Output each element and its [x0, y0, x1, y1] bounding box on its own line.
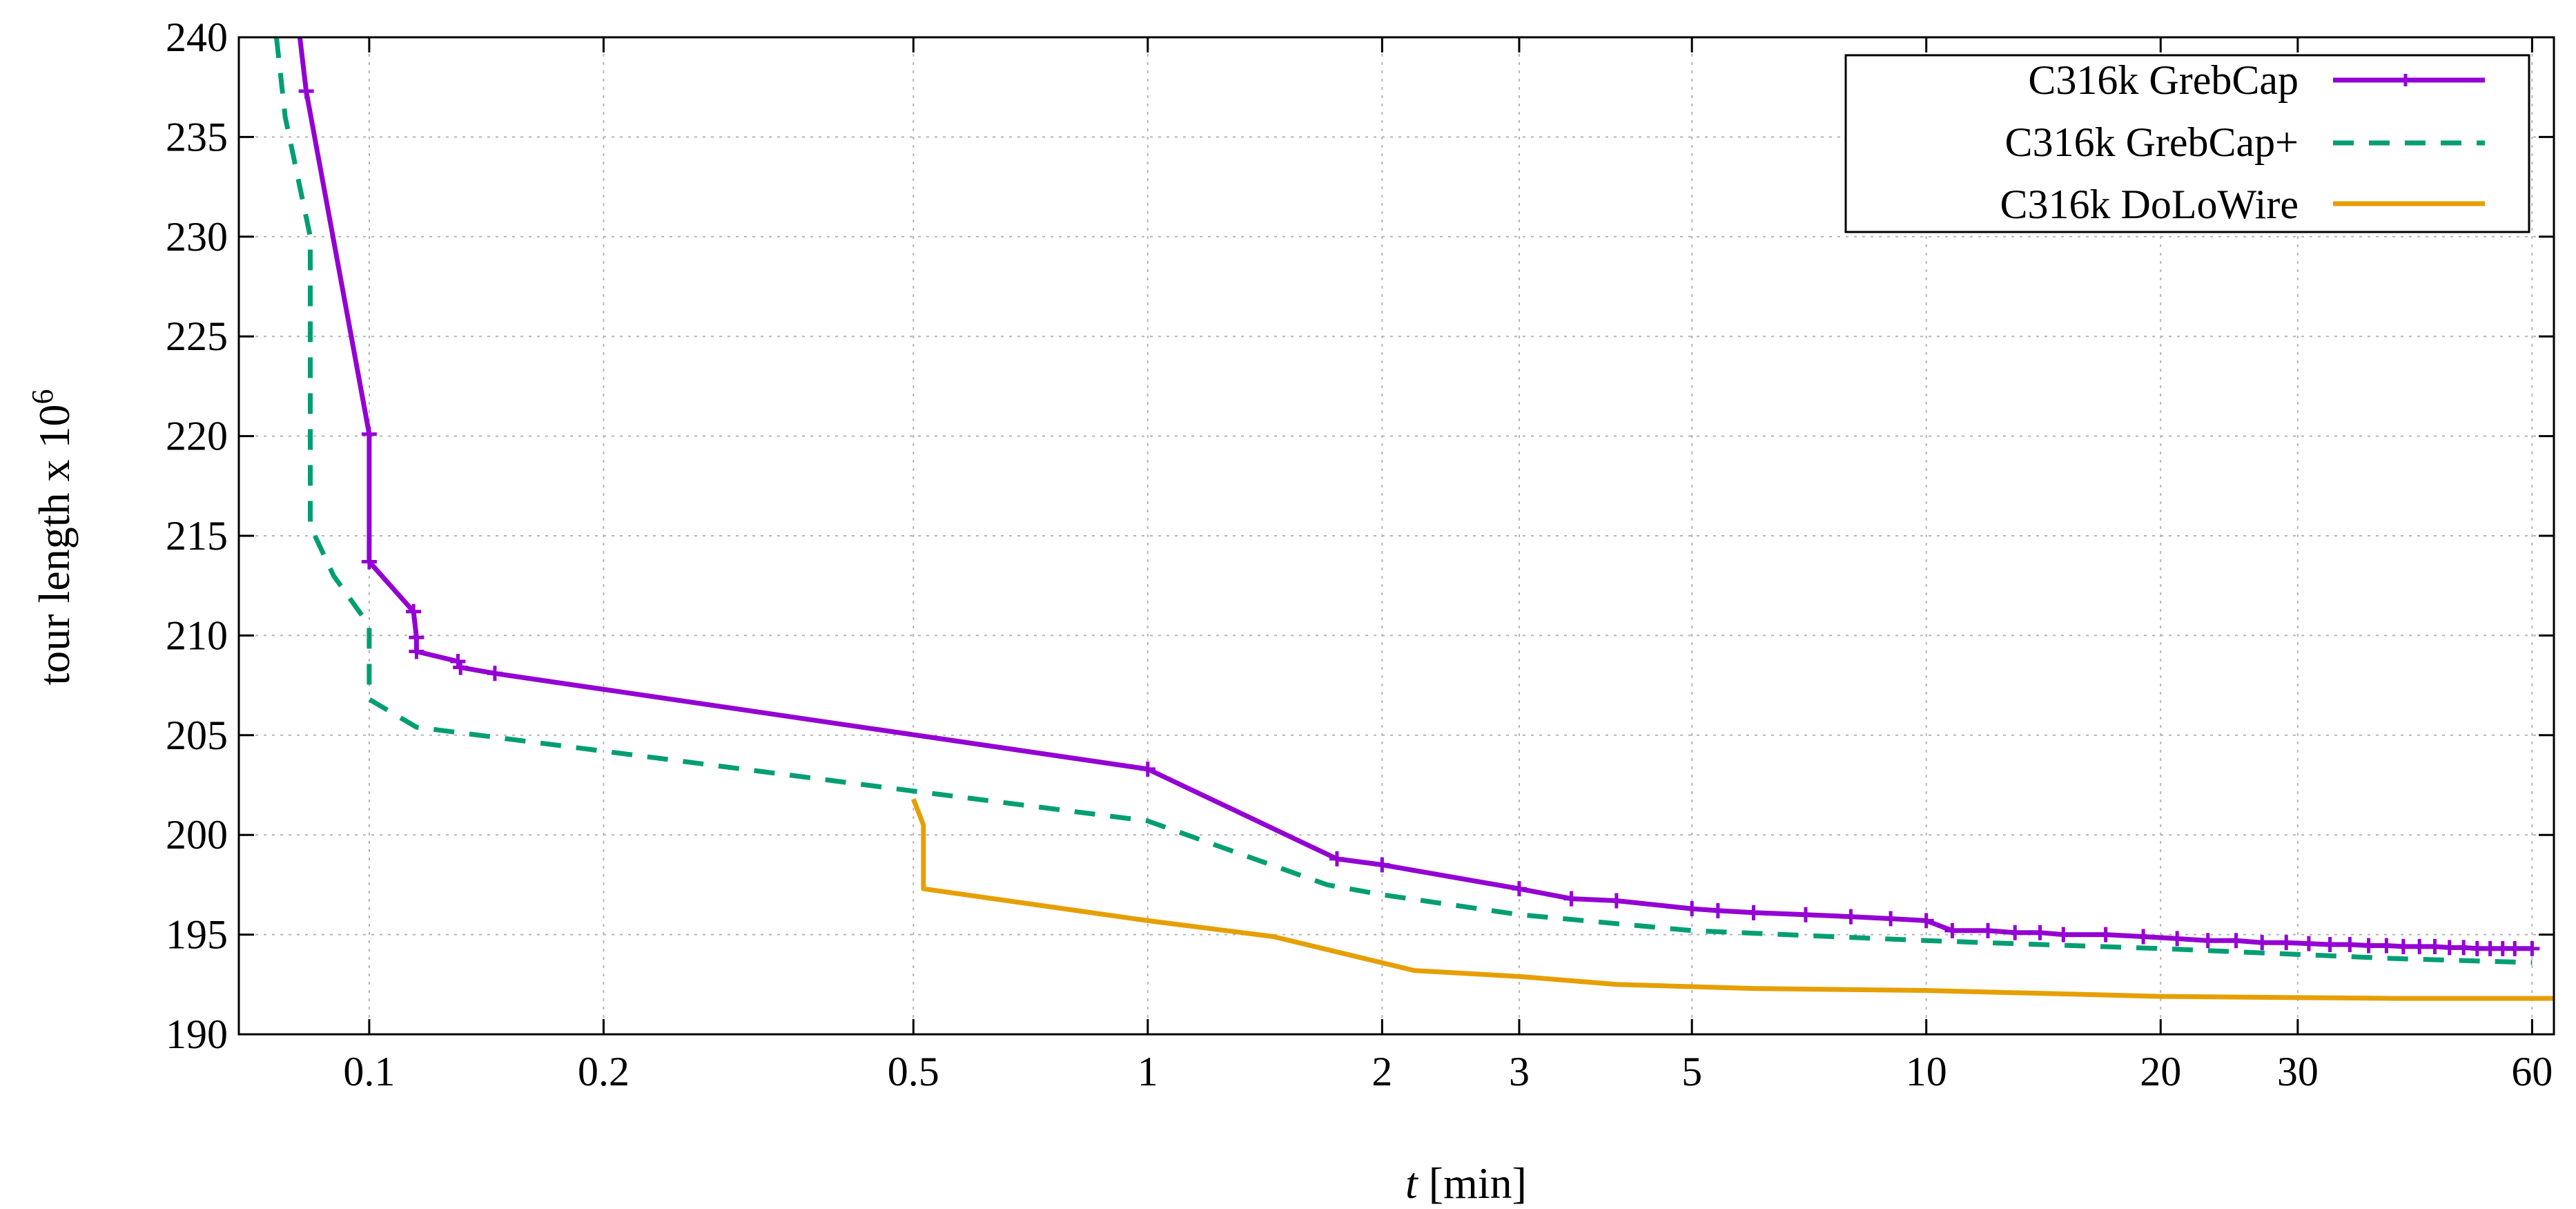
legend-label-grebcap: C316k GrebCap: [2028, 57, 2299, 103]
y-axis-label: tour length x 106: [26, 389, 79, 685]
series-0-point: [2524, 940, 2540, 956]
y-tick-label: 220: [166, 414, 228, 459]
legend-entry-grebcap-plus: C316k GrebCap+: [2005, 119, 2485, 165]
series-0-point: [2254, 935, 2270, 951]
x-tick-label: 30: [2277, 1049, 2319, 1094]
series-0-point: [2427, 938, 2443, 954]
series-0-point: [2361, 938, 2377, 954]
x-tick-label: 60: [2511, 1049, 2553, 1094]
y-tick-label: 200: [166, 812, 228, 858]
x-tick-label: 10: [1906, 1049, 1947, 1094]
axis-ticks: [239, 36, 2554, 1036]
series-layer: [274, 14, 2554, 1001]
x-tick-label: 20: [2140, 1049, 2181, 1094]
x-tick-label: 5: [1681, 1049, 1702, 1094]
y-tick-label: 240: [166, 14, 228, 60]
series-0-point: [453, 659, 469, 675]
series-0-point: [1329, 851, 1345, 867]
series-0-point: [291, 14, 306, 29]
series-0-point: [1684, 901, 1700, 917]
grid: [239, 37, 2554, 1035]
series-0-point: [2395, 938, 2411, 954]
legend-entry-dolowire: C316k DoLoWire: [2000, 182, 2485, 227]
series-0-point: [2007, 925, 2023, 940]
series-0-point: [2279, 935, 2294, 951]
legend: C316k GrebCap C316k GrebCap+ C316k DoLoW…: [1844, 54, 2530, 233]
series-0-point: [2228, 933, 2244, 949]
series-0-point: [1710, 902, 1726, 918]
y-axis-label-base: tour length x 10: [30, 404, 79, 685]
series-0-point: [409, 644, 425, 659]
series-0-point: [1883, 911, 1899, 927]
series-0-point: [2056, 927, 2071, 942]
series-0-point: [298, 83, 314, 99]
series-2-line: [911, 797, 2554, 1001]
series-0-point: [2169, 931, 2185, 947]
series-0-point: [361, 426, 377, 442]
series-0-point: [2301, 936, 2316, 951]
series-0-point: [2098, 927, 2114, 942]
x-tick-label: 3: [1509, 1049, 1530, 1094]
series-0-point: [409, 630, 425, 646]
series-0-point: [1843, 909, 1859, 925]
series-0-point: [1140, 761, 1155, 777]
series-0-point: [2469, 940, 2485, 956]
series-0-point: [2032, 925, 2048, 940]
series-0-point: [2322, 937, 2338, 953]
series-0-point: [2441, 940, 2457, 956]
series-1: [274, 37, 2533, 965]
series-0-point: [1374, 857, 1390, 873]
y-tick-label: 225: [166, 313, 228, 359]
y-tick-label: 190: [166, 1012, 228, 1057]
series-0-point: [2136, 929, 2151, 945]
series-0-point: [361, 554, 377, 570]
x-axis-label-unit: [min]: [1418, 1159, 1527, 1208]
series-0-point: [2412, 938, 2428, 954]
x-tick-label: 0.5: [888, 1049, 939, 1094]
series-0-point: [1511, 881, 1527, 897]
x-axis-label: t [min]: [1405, 1159, 1527, 1208]
series-0-point: [2342, 937, 2358, 953]
x-tick-labels: 0.1 0.2 0.5 1 2 3 5 10 20 30 60: [343, 1049, 2553, 1094]
x-tick-label: 0.2: [578, 1049, 630, 1094]
series-0-point: [1608, 893, 1624, 909]
x-tick-label: 2: [1372, 1049, 1392, 1094]
series-0-point: [1563, 891, 1579, 907]
legend-label-dolowire: C316k DoLoWire: [2000, 182, 2299, 227]
x-tick-label: 1: [1138, 1049, 1158, 1094]
y-tick-label: 205: [166, 713, 228, 758]
series-0-point: [2456, 940, 2472, 956]
y-tick-label: 235: [166, 114, 228, 159]
legend-entry-grebcap: C316k GrebCap: [2028, 57, 2485, 103]
series-0-point: [1746, 905, 1762, 920]
series-0-point: [2507, 940, 2523, 956]
series-2: [911, 797, 2554, 1001]
y-tick-label: 215: [166, 513, 228, 559]
series-0-point: [2200, 933, 2216, 949]
series-1-line: [274, 37, 2533, 965]
x-axis-label-italic: t: [1405, 1159, 1419, 1208]
x-tick-label: 0.1: [343, 1049, 395, 1094]
series-0-point: [2379, 938, 2394, 954]
series-0-point: [1798, 907, 1813, 922]
series-0-point: [487, 666, 502, 681]
y-tick-label: 195: [166, 912, 228, 958]
y-tick-label: 230: [166, 214, 228, 260]
series-0: [291, 14, 2540, 956]
legend-label-grebcap-plus: C316k GrebCap+: [2005, 119, 2299, 165]
series-0-point: [406, 603, 422, 619]
series-0-point: [1918, 913, 1934, 929]
y-tick-labels: 190 195 200 205 210 215 220 225 230 235 240: [166, 14, 228, 1057]
y-axis-label-exponent: 6: [26, 389, 59, 404]
series-0-point: [1980, 922, 1996, 938]
y-tick-label: 210: [166, 612, 228, 658]
series-0-point: [1944, 922, 1960, 938]
legend-marker-grebcap: [2399, 74, 2412, 86]
